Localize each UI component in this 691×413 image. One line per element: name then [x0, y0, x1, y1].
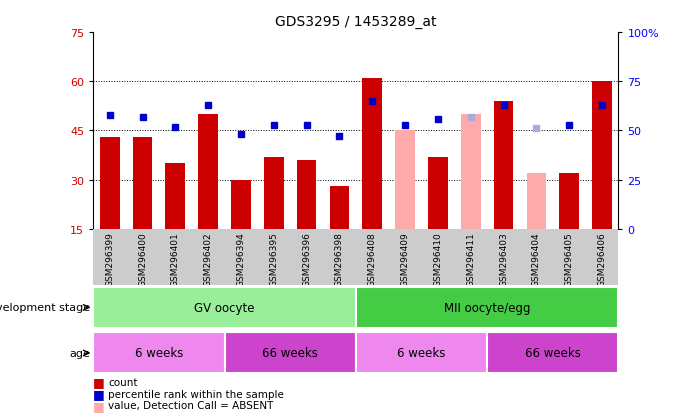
Text: 6 weeks: 6 weeks: [135, 347, 183, 360]
Text: ■: ■: [93, 399, 105, 412]
Text: GSM296400: GSM296400: [138, 232, 147, 287]
Bar: [297, 161, 316, 229]
Bar: [527, 173, 547, 229]
Text: MII oocyte/egg: MII oocyte/egg: [444, 301, 531, 314]
Text: GSM296394: GSM296394: [236, 232, 245, 287]
Text: ■: ■: [93, 387, 105, 400]
Bar: [428, 157, 448, 229]
Text: GSM296396: GSM296396: [302, 232, 311, 287]
Text: GSM296411: GSM296411: [466, 232, 475, 287]
Bar: [93, 333, 225, 373]
Text: GSM296402: GSM296402: [204, 232, 213, 287]
Text: rank, Detection Call = ABSENT: rank, Detection Call = ABSENT: [108, 412, 269, 413]
Text: percentile rank within the sample: percentile rank within the sample: [108, 389, 285, 399]
Text: 66 weeks: 66 weeks: [263, 347, 318, 360]
Bar: [395, 131, 415, 229]
Text: development stage: development stage: [0, 303, 90, 313]
Text: GSM296410: GSM296410: [433, 232, 442, 287]
Text: age: age: [69, 348, 90, 358]
Text: GSM296395: GSM296395: [269, 232, 278, 287]
Bar: [356, 333, 487, 373]
Text: GSM296399: GSM296399: [105, 232, 114, 287]
Text: GSM296398: GSM296398: [335, 232, 344, 287]
Bar: [493, 102, 513, 229]
Text: GSM296401: GSM296401: [171, 232, 180, 287]
Bar: [592, 82, 612, 229]
Bar: [100, 138, 120, 229]
Text: GSM296406: GSM296406: [598, 232, 607, 287]
Text: GSM296409: GSM296409: [401, 232, 410, 287]
Bar: [330, 187, 350, 229]
Text: GSM296404: GSM296404: [532, 232, 541, 287]
Bar: [133, 138, 153, 229]
Text: GSM296405: GSM296405: [565, 232, 574, 287]
Bar: [363, 79, 382, 229]
Bar: [93, 287, 356, 328]
Text: value, Detection Call = ABSENT: value, Detection Call = ABSENT: [108, 400, 274, 410]
Bar: [560, 173, 579, 229]
Title: GDS3295 / 1453289_at: GDS3295 / 1453289_at: [275, 15, 437, 29]
Text: 6 weeks: 6 weeks: [397, 347, 446, 360]
Text: GSM296408: GSM296408: [368, 232, 377, 287]
Bar: [225, 333, 356, 373]
Bar: [487, 333, 618, 373]
Text: GV oocyte: GV oocyte: [194, 301, 255, 314]
Bar: [231, 180, 251, 229]
Text: GSM296403: GSM296403: [499, 232, 508, 287]
Text: 66 weeks: 66 weeks: [525, 347, 580, 360]
Bar: [198, 115, 218, 229]
Bar: [356, 287, 618, 328]
Bar: [166, 164, 185, 229]
Bar: [461, 115, 481, 229]
Text: ■: ■: [93, 410, 105, 413]
Text: count: count: [108, 377, 138, 387]
Text: ■: ■: [93, 375, 105, 389]
Bar: [264, 157, 283, 229]
